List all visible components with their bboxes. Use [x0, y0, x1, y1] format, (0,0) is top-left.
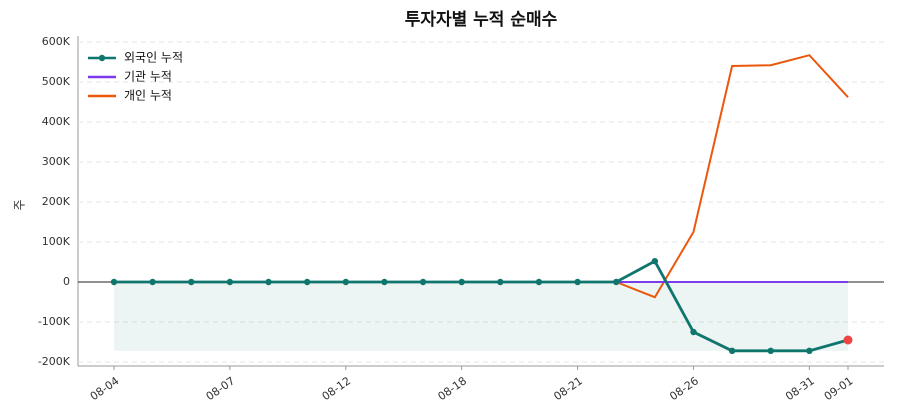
y-tick-label: -100K [38, 315, 71, 328]
legend-label: 기관 누적 [124, 70, 172, 84]
y-tick-label: 600K [42, 35, 71, 48]
legend-marker [98, 54, 106, 62]
legend-label: 외국인 누적 [124, 51, 183, 65]
point [188, 278, 195, 286]
point [110, 278, 118, 286]
point [497, 278, 504, 286]
point [149, 278, 156, 286]
series-line [114, 259, 849, 353]
series-line [114, 54, 849, 299]
chart-title: 투자자별 누적 순매수 [405, 10, 558, 30]
y-tick-label: 200K [42, 195, 71, 208]
y-axis-label: 주 [13, 199, 27, 210]
x-tick-label: 08-12 [320, 374, 354, 403]
y-tick-label: 500K [42, 75, 71, 88]
x-tick-label: 08-21 [551, 374, 585, 403]
y-tick-label: 100K [42, 235, 71, 248]
area-shade [114, 282, 848, 351]
y-tick-label: 0 [63, 275, 70, 288]
point [651, 258, 659, 265]
point [574, 278, 581, 286]
x-tick-label: 08-07 [204, 374, 238, 403]
point [843, 335, 853, 345]
point [690, 328, 697, 336]
legend-label: 개인 누적 [124, 89, 172, 103]
point [613, 278, 620, 286]
point [419, 278, 427, 286]
point [303, 278, 311, 286]
y-tick-label: 400K [42, 115, 71, 128]
point [806, 347, 813, 354]
x-tick-label: 08-04 [88, 374, 122, 403]
point [535, 278, 543, 286]
y-tick-label: 300K [42, 155, 71, 168]
point [342, 278, 349, 286]
y-tick-label: -200K [38, 355, 71, 368]
point [381, 278, 388, 286]
point [226, 278, 234, 286]
x-tick-label: 08-18 [435, 374, 469, 403]
point [265, 278, 272, 286]
x-tick-label: 08-26 [667, 374, 701, 403]
x-tick-label: 08-31 [783, 374, 817, 403]
x-tick-label: 09-01 [822, 374, 856, 403]
point [767, 347, 774, 354]
point [728, 347, 736, 354]
point [458, 278, 465, 286]
